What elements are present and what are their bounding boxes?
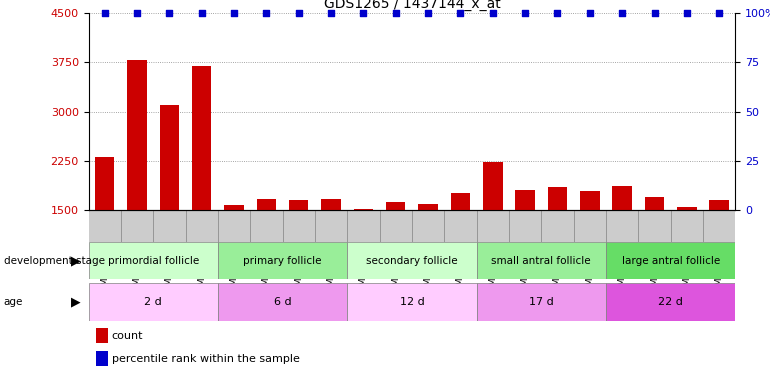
Bar: [127, 60, 147, 309]
Bar: [515, 190, 535, 309]
Bar: [483, 162, 503, 309]
Bar: [347, 283, 477, 321]
Text: 12 d: 12 d: [400, 297, 424, 307]
Bar: [709, 200, 729, 309]
Text: ▶: ▶: [71, 296, 81, 308]
Bar: [477, 242, 606, 279]
Point: [325, 10, 337, 16]
Point: [131, 10, 143, 16]
Text: 17 d: 17 d: [529, 297, 554, 307]
Bar: [192, 66, 212, 309]
Point: [713, 10, 725, 16]
Text: age: age: [4, 297, 23, 307]
Point: [390, 10, 402, 16]
Point: [163, 10, 176, 16]
Bar: [386, 202, 406, 309]
Text: 2 d: 2 d: [144, 297, 162, 307]
Point: [519, 10, 531, 16]
Text: 22 d: 22 d: [658, 297, 683, 307]
Bar: [89, 242, 218, 279]
Point: [616, 10, 628, 16]
Text: small antral follicle: small antral follicle: [491, 256, 591, 266]
Point: [196, 10, 208, 16]
Point: [422, 10, 434, 16]
Point: [260, 10, 273, 16]
Bar: [224, 206, 244, 309]
Point: [454, 10, 467, 16]
Bar: [606, 283, 735, 321]
Title: GDS1265 / 1437144_x_at: GDS1265 / 1437144_x_at: [323, 0, 500, 11]
Bar: [450, 193, 470, 309]
Bar: [477, 283, 606, 321]
Text: secondary follicle: secondary follicle: [367, 256, 457, 266]
Bar: [256, 199, 276, 309]
Bar: [321, 200, 341, 309]
Bar: [218, 283, 347, 321]
Point: [99, 10, 111, 16]
Point: [681, 10, 693, 16]
Point: [487, 10, 499, 16]
Text: primary follicle: primary follicle: [243, 256, 322, 266]
Bar: [353, 209, 373, 309]
Bar: [644, 197, 665, 309]
Bar: [547, 187, 567, 309]
Point: [551, 10, 564, 16]
Bar: [580, 191, 600, 309]
Text: count: count: [112, 332, 143, 341]
Bar: [95, 158, 115, 309]
Bar: [612, 186, 632, 309]
Point: [648, 10, 661, 16]
Bar: [606, 242, 735, 279]
Text: 6 d: 6 d: [274, 297, 291, 307]
Text: primordial follicle: primordial follicle: [108, 256, 199, 266]
Text: ▶: ▶: [71, 254, 81, 267]
Bar: [89, 283, 218, 321]
Bar: [159, 105, 179, 309]
Point: [357, 10, 370, 16]
Bar: [418, 204, 438, 309]
Text: large antral follicle: large antral follicle: [621, 256, 720, 266]
Bar: [347, 242, 477, 279]
Bar: [289, 200, 309, 309]
Point: [228, 10, 240, 16]
Point: [584, 10, 596, 16]
Text: percentile rank within the sample: percentile rank within the sample: [112, 354, 300, 364]
Text: development stage: development stage: [4, 256, 105, 266]
Bar: [677, 207, 697, 309]
Point: [293, 10, 305, 16]
Bar: [218, 242, 347, 279]
